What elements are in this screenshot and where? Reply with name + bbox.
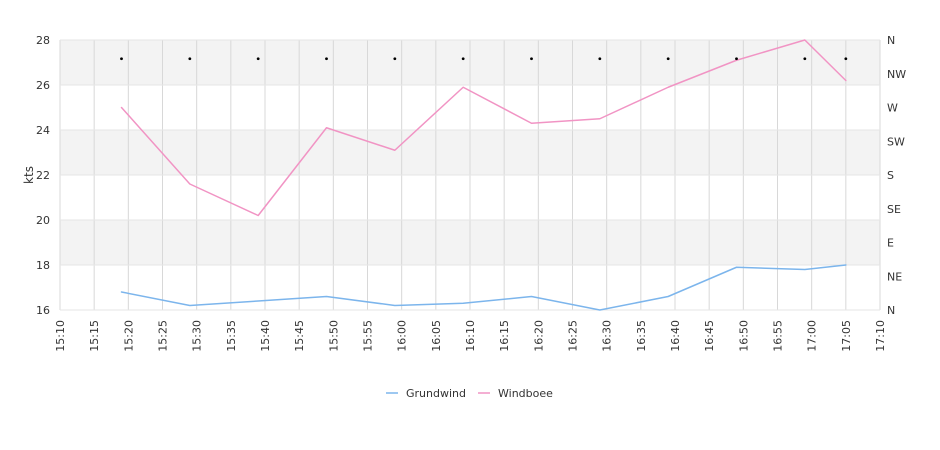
x-tick-label: 16:15 bbox=[498, 320, 511, 352]
series-line-grundwind bbox=[120, 264, 847, 311]
x-tick-label: 16:20 bbox=[532, 320, 545, 352]
direction-marker bbox=[461, 57, 465, 61]
direction-tick-label: E bbox=[887, 237, 894, 250]
direction-marker bbox=[393, 57, 397, 61]
direction-marker bbox=[735, 57, 738, 61]
direction-tick-label: NW bbox=[887, 68, 906, 81]
y-tick-label: 20 bbox=[36, 214, 50, 227]
direction-tick-label: S bbox=[887, 169, 894, 182]
y-tick-label: 22 bbox=[36, 169, 50, 182]
horizontal-gridlines bbox=[60, 39, 880, 311]
x-tick-label: 16:40 bbox=[669, 320, 682, 352]
x-tick-label: 15:20 bbox=[122, 320, 135, 352]
x-tick-label: 16:00 bbox=[396, 320, 409, 352]
y-tick-label: 28 bbox=[36, 34, 50, 47]
x-tick-label: 15:35 bbox=[225, 320, 238, 352]
x-tick-label: 17:00 bbox=[806, 320, 819, 352]
direction-tick-label: N bbox=[887, 34, 895, 47]
y-axis-left: 16 18 20 22 24 26 28 bbox=[36, 34, 50, 317]
x-tick-label: 16:50 bbox=[737, 320, 750, 352]
direction-marker bbox=[530, 57, 533, 61]
x-tick-label: 16:35 bbox=[635, 320, 648, 352]
x-tick-label: 16:45 bbox=[703, 320, 716, 352]
direction-tick-label: N bbox=[887, 304, 895, 317]
x-tick-label: 15:55 bbox=[362, 320, 375, 352]
direction-marker bbox=[325, 57, 328, 61]
legend: Grundwind Windboee bbox=[386, 387, 553, 400]
x-tick-label: 15:25 bbox=[157, 320, 170, 352]
direction-marker bbox=[188, 57, 192, 61]
x-tick-label: 17:05 bbox=[840, 320, 853, 352]
series-line-windboee bbox=[120, 39, 847, 217]
direction-marker bbox=[803, 57, 807, 61]
x-tick-label: 17:10 bbox=[874, 320, 887, 352]
direction-marker bbox=[256, 57, 260, 61]
legend-item-grundwind: Grundwind bbox=[386, 387, 466, 400]
x-tick-label: 16:25 bbox=[567, 320, 580, 352]
x-tick-label: 15:15 bbox=[88, 320, 101, 352]
x-tick-label: 15:30 bbox=[191, 320, 204, 352]
x-tick-label: 16:55 bbox=[772, 320, 785, 352]
x-axis: 15:10 15:15 15:20 15:25 15:30 15:35 15:40 15:45… bbox=[54, 320, 887, 352]
legend-item-windboee: Windboee bbox=[478, 387, 553, 400]
direction-marker bbox=[844, 57, 848, 61]
direction-tick-label: SW bbox=[887, 135, 905, 148]
x-tick-label: 16:10 bbox=[464, 320, 477, 352]
y-axis-label: kts bbox=[22, 166, 36, 184]
direction-tick-label: NE bbox=[887, 270, 902, 283]
legend-label: Windboee bbox=[498, 387, 553, 400]
direction-tick-label: W bbox=[887, 102, 898, 115]
y-axis-right-direction: N NE E SE S SW W NW N bbox=[887, 34, 906, 317]
direction-tick-label: SE bbox=[887, 203, 901, 216]
x-tick-label: 15:50 bbox=[327, 320, 340, 352]
y-tick-label: 26 bbox=[36, 79, 50, 92]
y-tick-label: 16 bbox=[36, 304, 50, 317]
x-tick-label: 15:45 bbox=[293, 320, 306, 352]
x-tick-label: 15:40 bbox=[259, 320, 272, 352]
direction-marker bbox=[120, 57, 123, 61]
direction-marker bbox=[666, 57, 670, 61]
direction-marker bbox=[598, 57, 602, 61]
legend-label: Grundwind bbox=[406, 387, 466, 400]
y-tick-label: 18 bbox=[36, 259, 50, 272]
y-tick-label: 24 bbox=[36, 124, 50, 137]
x-tick-label: 16:30 bbox=[601, 320, 614, 352]
x-tick-label: 16:05 bbox=[430, 320, 443, 352]
x-tick-label: 15:10 bbox=[54, 320, 67, 352]
series-lines bbox=[120, 39, 847, 311]
direction-markers bbox=[120, 57, 848, 61]
